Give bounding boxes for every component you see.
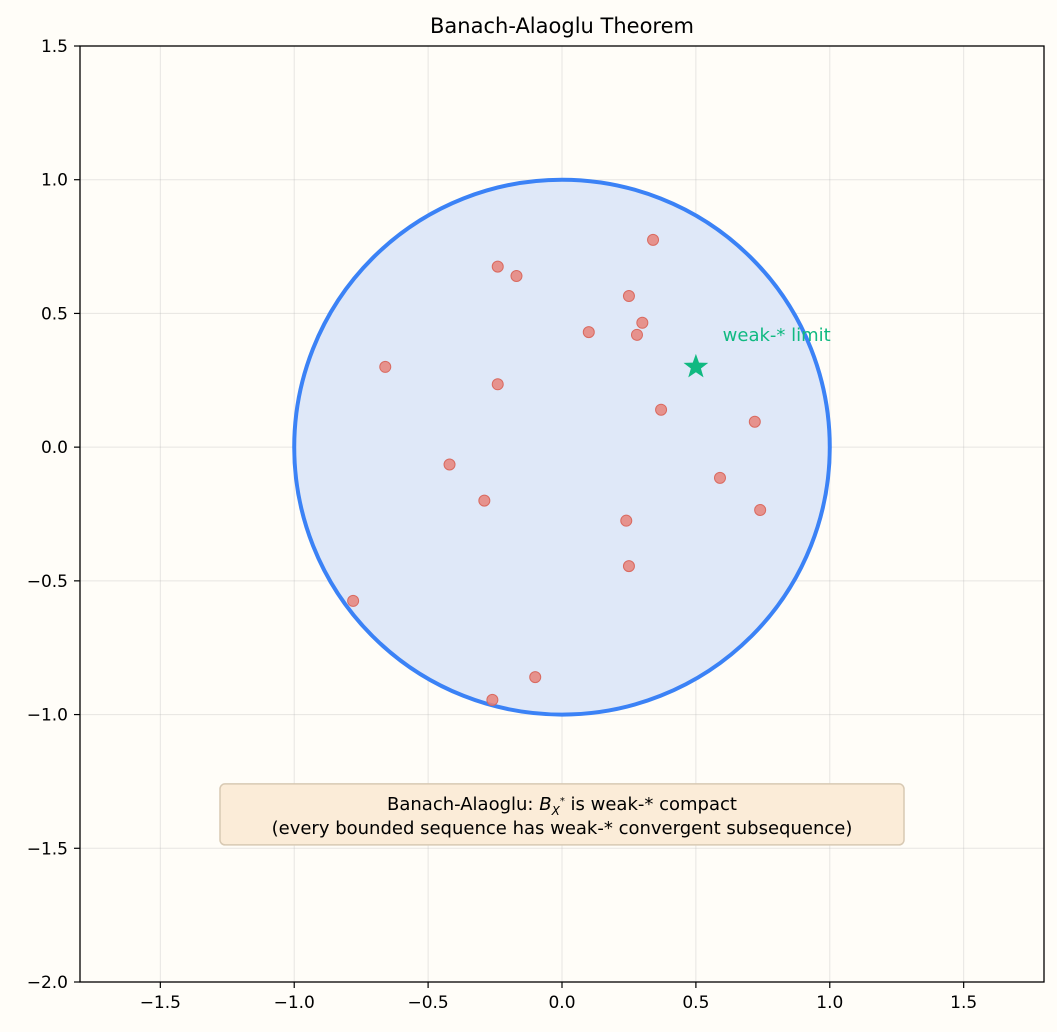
sequence-point-1 [491,260,504,273]
sequence-point-16 [622,560,635,573]
sequence-point-2 [510,269,523,282]
x-axis: −1.5 −1.0 −0.5 0.0 0.5 1.0 1.5 [140,982,977,1013]
unit-ball [292,177,832,717]
note-line-1-suffix: is weak-* compact [565,794,737,815]
sequence-point-3 [622,290,635,303]
sequence-point-19 [486,693,499,706]
x-tick-label-6: 1.5 [950,993,977,1013]
sequence-point-12 [713,471,726,484]
y-tick-label-3: −0.5 [27,572,68,592]
sequence-point-0 [647,233,660,246]
limit-point-star [683,353,709,378]
limit-point-group [683,353,709,378]
note-line-2: (every bounded sequence has weak-* conve… [272,818,853,839]
y-tick-label-6: 1.0 [41,171,68,191]
x-tick-label-1: −1.0 [274,993,315,1013]
sequence-point-17 [347,594,360,607]
x-tick-label-0: −1.5 [140,993,181,1013]
limit-label: weak-* limit [723,325,831,346]
note-math-sup: * [560,796,565,807]
y-tick-label-2: −1.0 [27,706,68,726]
sequence-points [347,233,767,706]
annotations: weak-* limit Banach-Alaoglu: BX* is weak… [219,325,905,846]
sequence-point-6 [630,328,643,341]
chart-title: Banach-Alaoglu Theorem [430,14,694,38]
x-tick-label-2: −0.5 [407,993,448,1013]
y-tick-label-0: −2.0 [27,973,68,993]
sequence-point-8 [491,378,504,391]
sequence-point-9 [655,403,668,416]
unit-ball-circle [292,177,832,717]
sequence-point-4 [636,316,649,329]
note-box [219,783,905,846]
sequence-point-13 [478,494,491,507]
x-tick-label-5: 1.0 [816,993,843,1013]
sequence-point-11 [443,458,456,471]
x-tick-label-4: 0.5 [682,993,709,1013]
sequence-point-7 [379,360,392,373]
note-math-sub: X [551,804,561,818]
sequence-point-10 [748,415,761,428]
sequence-point-18 [529,671,542,684]
y-tick-label-1: −1.5 [27,839,68,859]
sequence-point-5 [582,326,595,339]
x-tick-label-3: 0.0 [548,993,575,1013]
y-tick-label-4: 0.0 [41,438,68,458]
y-axis: −2.0 −1.5 −1.0 −0.5 0.0 0.5 1.0 1.5 [27,37,80,993]
note-math-main: B [539,794,551,815]
y-tick-label-7: 1.5 [41,37,68,57]
note-line-1: Banach-Alaoglu: BX* is weak-* compact [387,794,737,818]
y-tick-label-5: 0.5 [41,304,68,324]
sequence-point-14 [754,503,767,516]
note-line-1-prefix: Banach-Alaoglu: [387,794,539,815]
sequence-point-15 [620,514,633,527]
